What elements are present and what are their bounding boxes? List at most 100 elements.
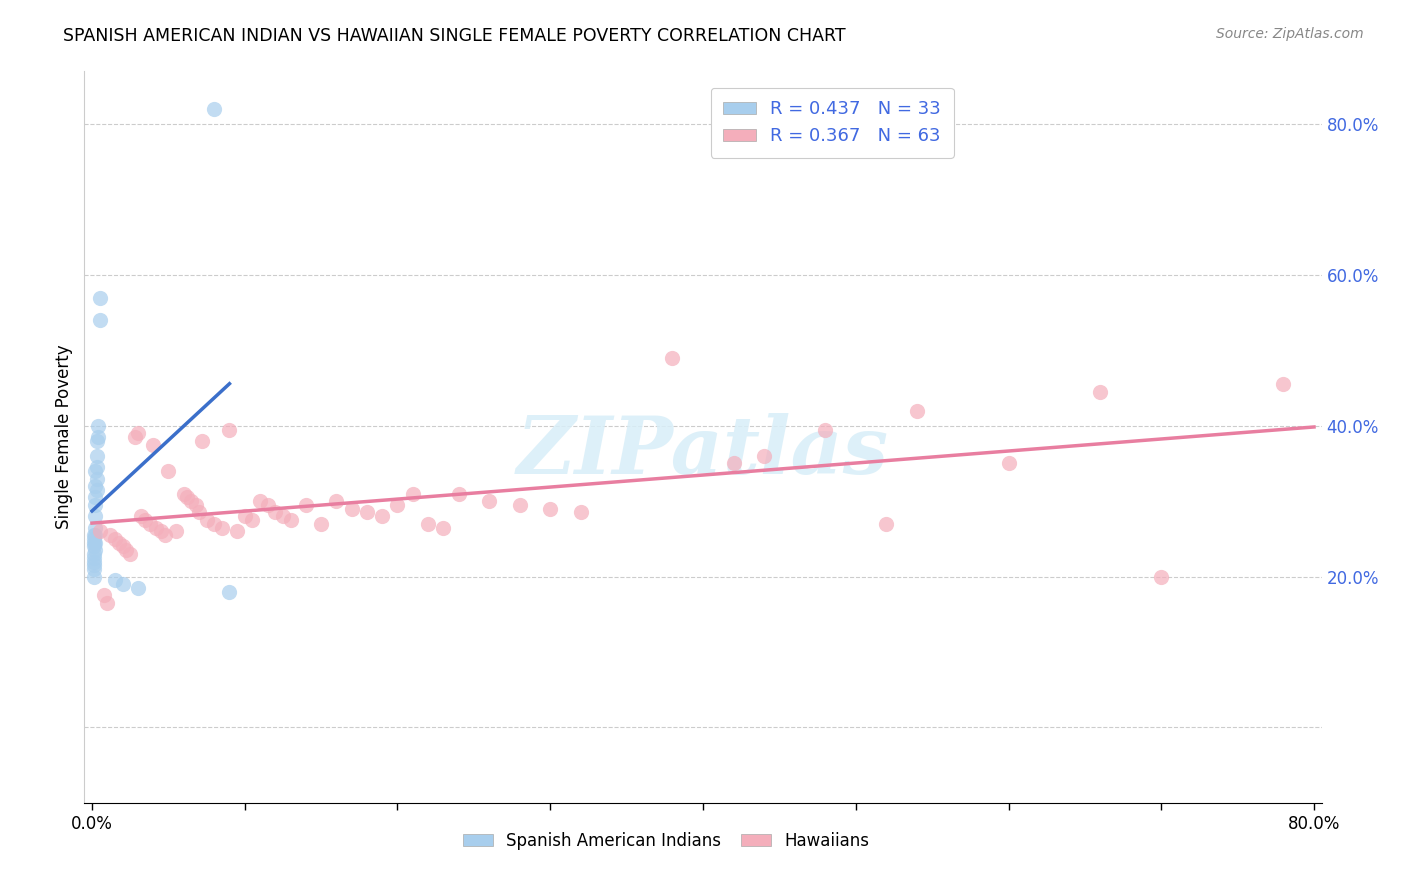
Point	[84, 491, 107, 505]
Point	[226, 524, 249, 539]
Point	[83, 535, 105, 549]
Point	[86, 483, 108, 497]
Point	[87, 418, 110, 433]
Point	[309, 516, 332, 531]
Point	[325, 494, 347, 508]
Point	[371, 509, 394, 524]
Point	[155, 528, 177, 542]
Point	[997, 457, 1019, 471]
Text: SPANISH AMERICAN INDIAN VS HAWAIIAN SINGLE FEMALE POVERTY CORRELATION CHART: SPANISH AMERICAN INDIAN VS HAWAIIAN SING…	[63, 27, 846, 45]
Point	[202, 102, 225, 116]
Point	[104, 532, 127, 546]
Point	[173, 486, 195, 500]
Legend: Spanish American Indians, Hawaiians: Spanish American Indians, Hawaiians	[456, 825, 876, 856]
Point	[432, 520, 454, 534]
Point	[233, 509, 256, 524]
Point	[86, 434, 108, 448]
Point	[184, 498, 207, 512]
Point	[89, 524, 111, 539]
Point	[84, 543, 107, 558]
Point	[538, 501, 561, 516]
Point	[145, 520, 167, 534]
Point	[84, 528, 107, 542]
Point	[280, 513, 302, 527]
Point	[83, 528, 105, 542]
Point	[191, 434, 214, 448]
Point	[108, 535, 131, 549]
Point	[84, 479, 107, 493]
Point	[875, 516, 897, 531]
Point	[211, 520, 233, 534]
Point	[142, 437, 165, 451]
Point	[89, 291, 111, 305]
Point	[83, 532, 105, 546]
Point	[83, 540, 105, 554]
Point	[84, 520, 107, 534]
Point	[104, 574, 127, 588]
Point	[478, 494, 501, 508]
Point	[127, 426, 149, 441]
Point	[111, 577, 134, 591]
Point	[83, 554, 105, 568]
Point	[387, 498, 409, 512]
Point	[723, 457, 745, 471]
Point	[447, 486, 470, 500]
Point	[83, 562, 105, 576]
Point	[86, 449, 108, 463]
Point	[84, 464, 107, 478]
Point	[569, 506, 592, 520]
Point	[180, 494, 202, 508]
Point	[114, 543, 136, 558]
Point	[89, 313, 111, 327]
Point	[218, 584, 240, 599]
Point	[195, 513, 218, 527]
Point	[134, 513, 156, 527]
Point	[814, 423, 837, 437]
Point	[83, 569, 105, 583]
Text: ZIPatlas: ZIPatlas	[517, 413, 889, 491]
Point	[157, 464, 180, 478]
Point	[416, 516, 439, 531]
Point	[127, 581, 149, 595]
Point	[84, 509, 107, 524]
Point	[202, 516, 225, 531]
Point	[83, 550, 105, 565]
Point	[129, 509, 152, 524]
Point	[249, 494, 271, 508]
Point	[84, 498, 107, 512]
Point	[176, 491, 198, 505]
Point	[661, 351, 683, 365]
Point	[139, 516, 162, 531]
Point	[124, 430, 146, 444]
Point	[340, 501, 363, 516]
Point	[264, 506, 287, 520]
Point	[86, 460, 108, 475]
Point	[83, 547, 105, 561]
Point	[93, 589, 115, 603]
Point	[271, 509, 294, 524]
Point	[1088, 384, 1111, 399]
Text: Source: ZipAtlas.com: Source: ZipAtlas.com	[1216, 27, 1364, 41]
Y-axis label: Single Female Poverty: Single Female Poverty	[55, 345, 73, 529]
Point	[509, 498, 531, 512]
Point	[218, 423, 240, 437]
Point	[165, 524, 187, 539]
Point	[87, 430, 110, 444]
Point	[149, 524, 172, 539]
Point	[83, 558, 105, 573]
Point	[1272, 377, 1295, 392]
Point	[96, 596, 118, 610]
Point	[905, 403, 928, 417]
Point	[98, 528, 121, 542]
Point	[111, 540, 134, 554]
Point	[402, 486, 425, 500]
Point	[187, 506, 209, 520]
Point	[295, 498, 318, 512]
Point	[86, 471, 108, 485]
Point	[752, 449, 775, 463]
Point	[242, 513, 264, 527]
Point	[256, 498, 278, 512]
Point	[1150, 569, 1173, 583]
Point	[356, 506, 378, 520]
Point	[84, 535, 107, 549]
